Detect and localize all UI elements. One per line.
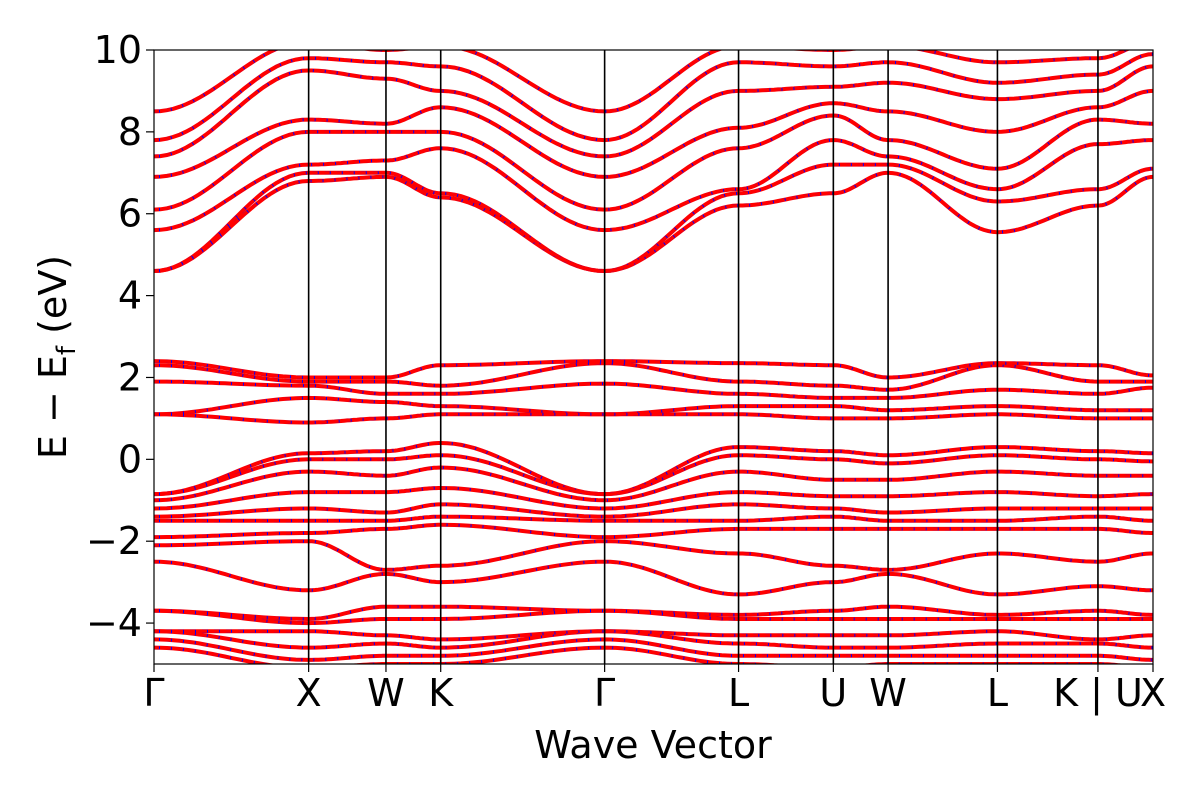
band-line-red-overlay [154, 396, 1153, 416]
band-line-red-overlay [154, 113, 1153, 212]
x-tick-label: X [296, 671, 322, 715]
y-tick-label: 0 [118, 437, 142, 481]
band-line-red-overlay [154, 441, 1153, 496]
band-line-red [154, 64, 1153, 159]
y-tick-label: 2 [118, 355, 142, 399]
band-line-red-overlay [154, 163, 1153, 273]
y-tick-label: 4 [118, 274, 142, 318]
y-axis-label-main: E − E [31, 355, 75, 459]
high-symmetry-lines [307, 50, 1099, 664]
y-tick-label: −4 [86, 601, 142, 645]
x-tick-label: Γ [143, 671, 164, 715]
x-tick-label: L [987, 671, 1008, 715]
y-tick-label: −2 [86, 519, 142, 563]
x-tick-label: X [1140, 671, 1166, 715]
y-axis-label-unit: (eV) [31, 255, 75, 346]
x-tick-label: U [819, 671, 847, 715]
band-line-red-overlay [154, 64, 1153, 158]
y-tick-label: 10 [94, 28, 142, 72]
x-tick-label: Γ [594, 671, 615, 715]
band-line-red-overlay [154, 560, 1153, 596]
y-axis-label: E − Ef (eV) [31, 255, 82, 459]
x-axis-label: Wave Vector [534, 723, 772, 767]
x-tick-label: L [728, 671, 749, 715]
band-line-red-overlay [154, 539, 1153, 572]
y-ticks: −4 −2 0 2 4 6 8 10 [86, 28, 154, 645]
x-tick-label: W [869, 671, 907, 715]
y-tick-label: 8 [118, 110, 142, 154]
plot-frame [153, 49, 1154, 665]
band-line-red-overlay [154, 465, 1153, 502]
band-line-red [154, 441, 1153, 497]
band-line-red-overlay [154, 138, 1153, 232]
x-tick-label: K | U [1053, 671, 1143, 716]
x-tick-label: K [428, 671, 454, 715]
band-line-blue [154, 441, 1153, 496]
y-tick-label: 6 [118, 192, 142, 236]
band-line-red [154, 453, 1153, 497]
band-line-red-overlay [154, 515, 1153, 523]
band-line-blue [154, 64, 1153, 158]
band-line-blue [154, 560, 1153, 596]
band-line-red-overlay [154, 171, 1153, 273]
band-line-red [154, 50, 1131, 114]
band-line-red [154, 502, 1153, 519]
band-line-red [154, 522, 1153, 540]
band-lines [154, 50, 1153, 664]
x-tick-label: W [367, 671, 405, 715]
y-axis-label-sub: f [52, 345, 82, 355]
